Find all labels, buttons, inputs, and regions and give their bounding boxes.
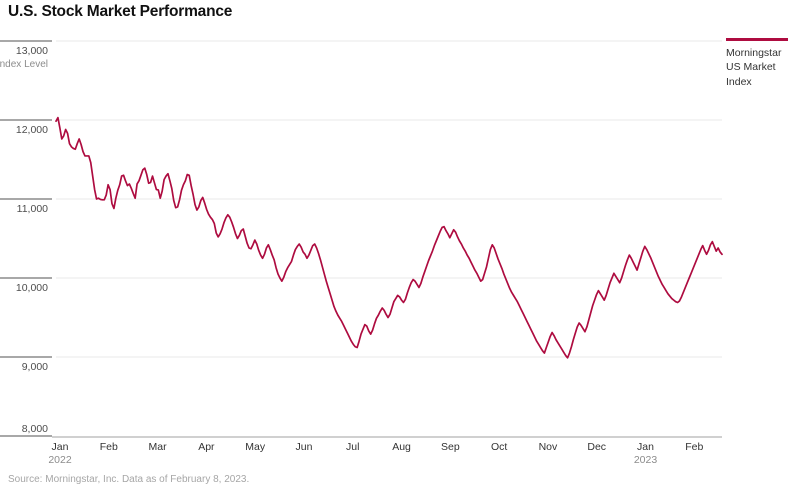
xtick-label-7: Aug	[392, 441, 411, 453]
xtick-label-2: Mar	[149, 441, 168, 453]
ytick-label-12000: 12,000	[16, 124, 48, 136]
ytick-label-10000: 10,000	[16, 282, 48, 294]
gridlines	[56, 40, 722, 358]
ytick-labels: 13,000 Index Level 12,000 11,000 10,000 …	[0, 45, 48, 435]
ytick-label-13000: 13,000	[16, 45, 48, 57]
legend-label-line3: Index	[726, 75, 752, 88]
ytick-label-8000: 8,000	[22, 423, 48, 435]
chart-legend: Morningstar US Market Index	[726, 38, 794, 89]
yaxis-title: Index Level	[0, 59, 48, 70]
legend-label-line2: US Market	[726, 61, 776, 73]
xtick-label-3: Apr	[198, 441, 215, 453]
page-title: U.S. Stock Market Performance	[8, 3, 233, 20]
ytick-label-9000: 9,000	[22, 361, 48, 373]
xtick-label-12: Jan	[637, 441, 654, 453]
series-line-morningstar-us-market-index	[55, 116, 723, 359]
xtick-label-10: Nov	[539, 441, 558, 453]
chart-plot-area: 13,000 Index Level 12,000 11,000 10,000 …	[0, 40, 723, 466]
xtick-label-8: Sep	[441, 441, 460, 453]
ytick-label-11000: 11,000	[17, 203, 48, 215]
xtick-label-0: Jan	[52, 441, 69, 453]
source-note: Source: Morningstar, Inc. Data as of Feb…	[8, 474, 250, 485]
legend-color-swatch	[726, 38, 788, 41]
xtick-label-4: May	[245, 441, 266, 453]
xtick-label-13: Feb	[685, 441, 703, 453]
xtick-label-5: Jun	[295, 441, 312, 453]
xtick-label-11: Dec	[587, 441, 606, 453]
xtick-year-12: 2023	[634, 454, 658, 466]
ytick-rules	[0, 40, 52, 437]
xtick-year-0: 2022	[48, 454, 72, 466]
xtick-label-9: Oct	[491, 441, 507, 453]
xtick-label-6: Jul	[346, 441, 359, 453]
xtick-label-1: Feb	[100, 441, 118, 453]
legend-label-line1: Morningstar	[726, 46, 782, 59]
